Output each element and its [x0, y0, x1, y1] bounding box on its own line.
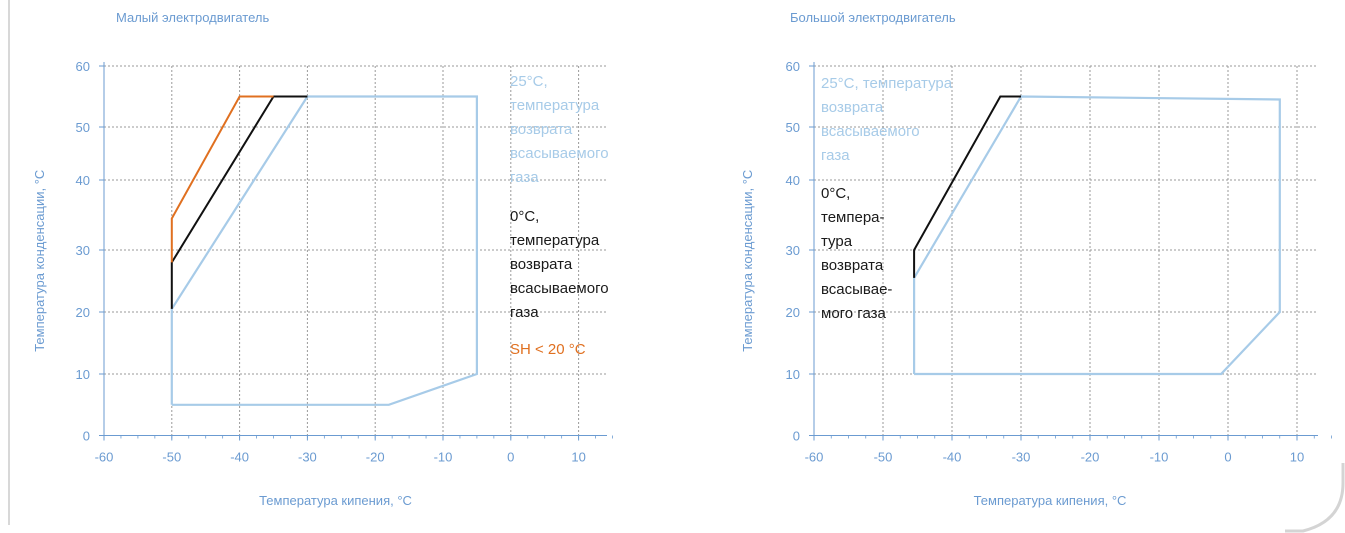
annotation-0c: 0°C, температура возврата всасываемого г…: [510, 205, 609, 325]
x-tick-label: -40: [230, 450, 249, 465]
annotation-line: всасываемого: [821, 120, 952, 144]
x-tick-label: -50: [162, 450, 181, 465]
x-axis-title: Температура кипения, °C: [259, 493, 412, 508]
y-tick-label: 30: [76, 243, 90, 258]
annotation-line: 25°C, температура: [821, 72, 952, 96]
annotation-line: всасывае-: [821, 278, 892, 302]
series-line-0: [172, 97, 477, 405]
annotation-line: 25°C,: [510, 70, 609, 94]
annotation-superheat: SH < 20 °C: [510, 338, 586, 362]
annotation-line: темпера-: [821, 206, 892, 230]
x-tick-label: 0: [1224, 450, 1231, 465]
y-tick-label: 40: [786, 173, 800, 188]
series-line-0: [914, 97, 1280, 375]
annotation-line: газа: [510, 301, 609, 325]
annotation-line: газа: [510, 166, 609, 190]
annotation-line: 0°C,: [821, 182, 892, 206]
annotation-0c: 0°C, темпера- тура возврата всасывае- мо…: [821, 182, 892, 326]
y-tick-label: 40: [76, 173, 90, 188]
y-axis-title: Температура конденсации, °C: [32, 170, 47, 352]
annotation-line: возврата: [821, 96, 952, 120]
annotation-line: 0°C,: [510, 205, 609, 229]
y-tick-label: 30: [786, 243, 800, 258]
y-tick-label: 20: [76, 305, 90, 320]
y-tick-label: 50: [76, 120, 90, 135]
y-tick-label: 10: [786, 367, 800, 382]
annotation-line: всасываемого: [510, 277, 609, 301]
annotation-line: возврата: [510, 253, 609, 277]
y-tick-label: 0: [793, 429, 800, 444]
annotation-line: температура: [510, 94, 609, 118]
y-tick-label: 0: [83, 429, 90, 444]
annotation-line: мого газа: [821, 302, 892, 326]
annotation-25c: 25°C, температура возврата всасываемого …: [821, 72, 952, 168]
x-tick-label: -10: [1150, 450, 1169, 465]
annotation-line: возврата: [821, 254, 892, 278]
annotation-25c: 25°C, температура возврата всасываемого …: [510, 70, 609, 190]
x-tick-label: -20: [366, 450, 385, 465]
annotation-line: возврата: [510, 118, 609, 142]
x-tick-label: -60: [95, 450, 114, 465]
x-tick-label: -50: [874, 450, 893, 465]
x-tick-label: -10: [434, 450, 453, 465]
chart-svg: -60 -50 -40 -30 -20 -10 0 10 0 10 20 30 40 50 60 Темпер…: [700, 0, 1340, 533]
y-tick-label: 20: [786, 305, 800, 320]
x-tick-label: 10: [1290, 450, 1304, 465]
x-axis-title: Температура кипения, °C: [974, 493, 1127, 508]
x-tick-label: -20: [1081, 450, 1100, 465]
annotation-line: всасываемого: [510, 142, 609, 166]
x-tick-label: 0: [507, 450, 514, 465]
annotation-line: газа: [821, 144, 952, 168]
x-tick-label: -40: [943, 450, 962, 465]
y-tick-label: 60: [76, 59, 90, 74]
chart-panel-small-motor: Малый электродвигатель -60 -50 -40 -30 -20 -1…: [0, 0, 660, 533]
chart-panel-large-motor: Большой электродвигатель -60 -50 -40 -30 -20…: [700, 0, 1340, 533]
annotation-line: температура: [510, 229, 609, 253]
x-tick-label: -30: [298, 450, 317, 465]
x-tick-label: 10: [571, 450, 585, 465]
x-tick-label: -60: [805, 450, 824, 465]
annotation-line: тура: [821, 230, 892, 254]
x-tick-label: -30: [1012, 450, 1031, 465]
y-tick-label: 10: [76, 367, 90, 382]
y-tick-label: 60: [786, 59, 800, 74]
y-axis-title: Температура конденсации, °C: [740, 170, 755, 352]
y-tick-label: 50: [786, 120, 800, 135]
